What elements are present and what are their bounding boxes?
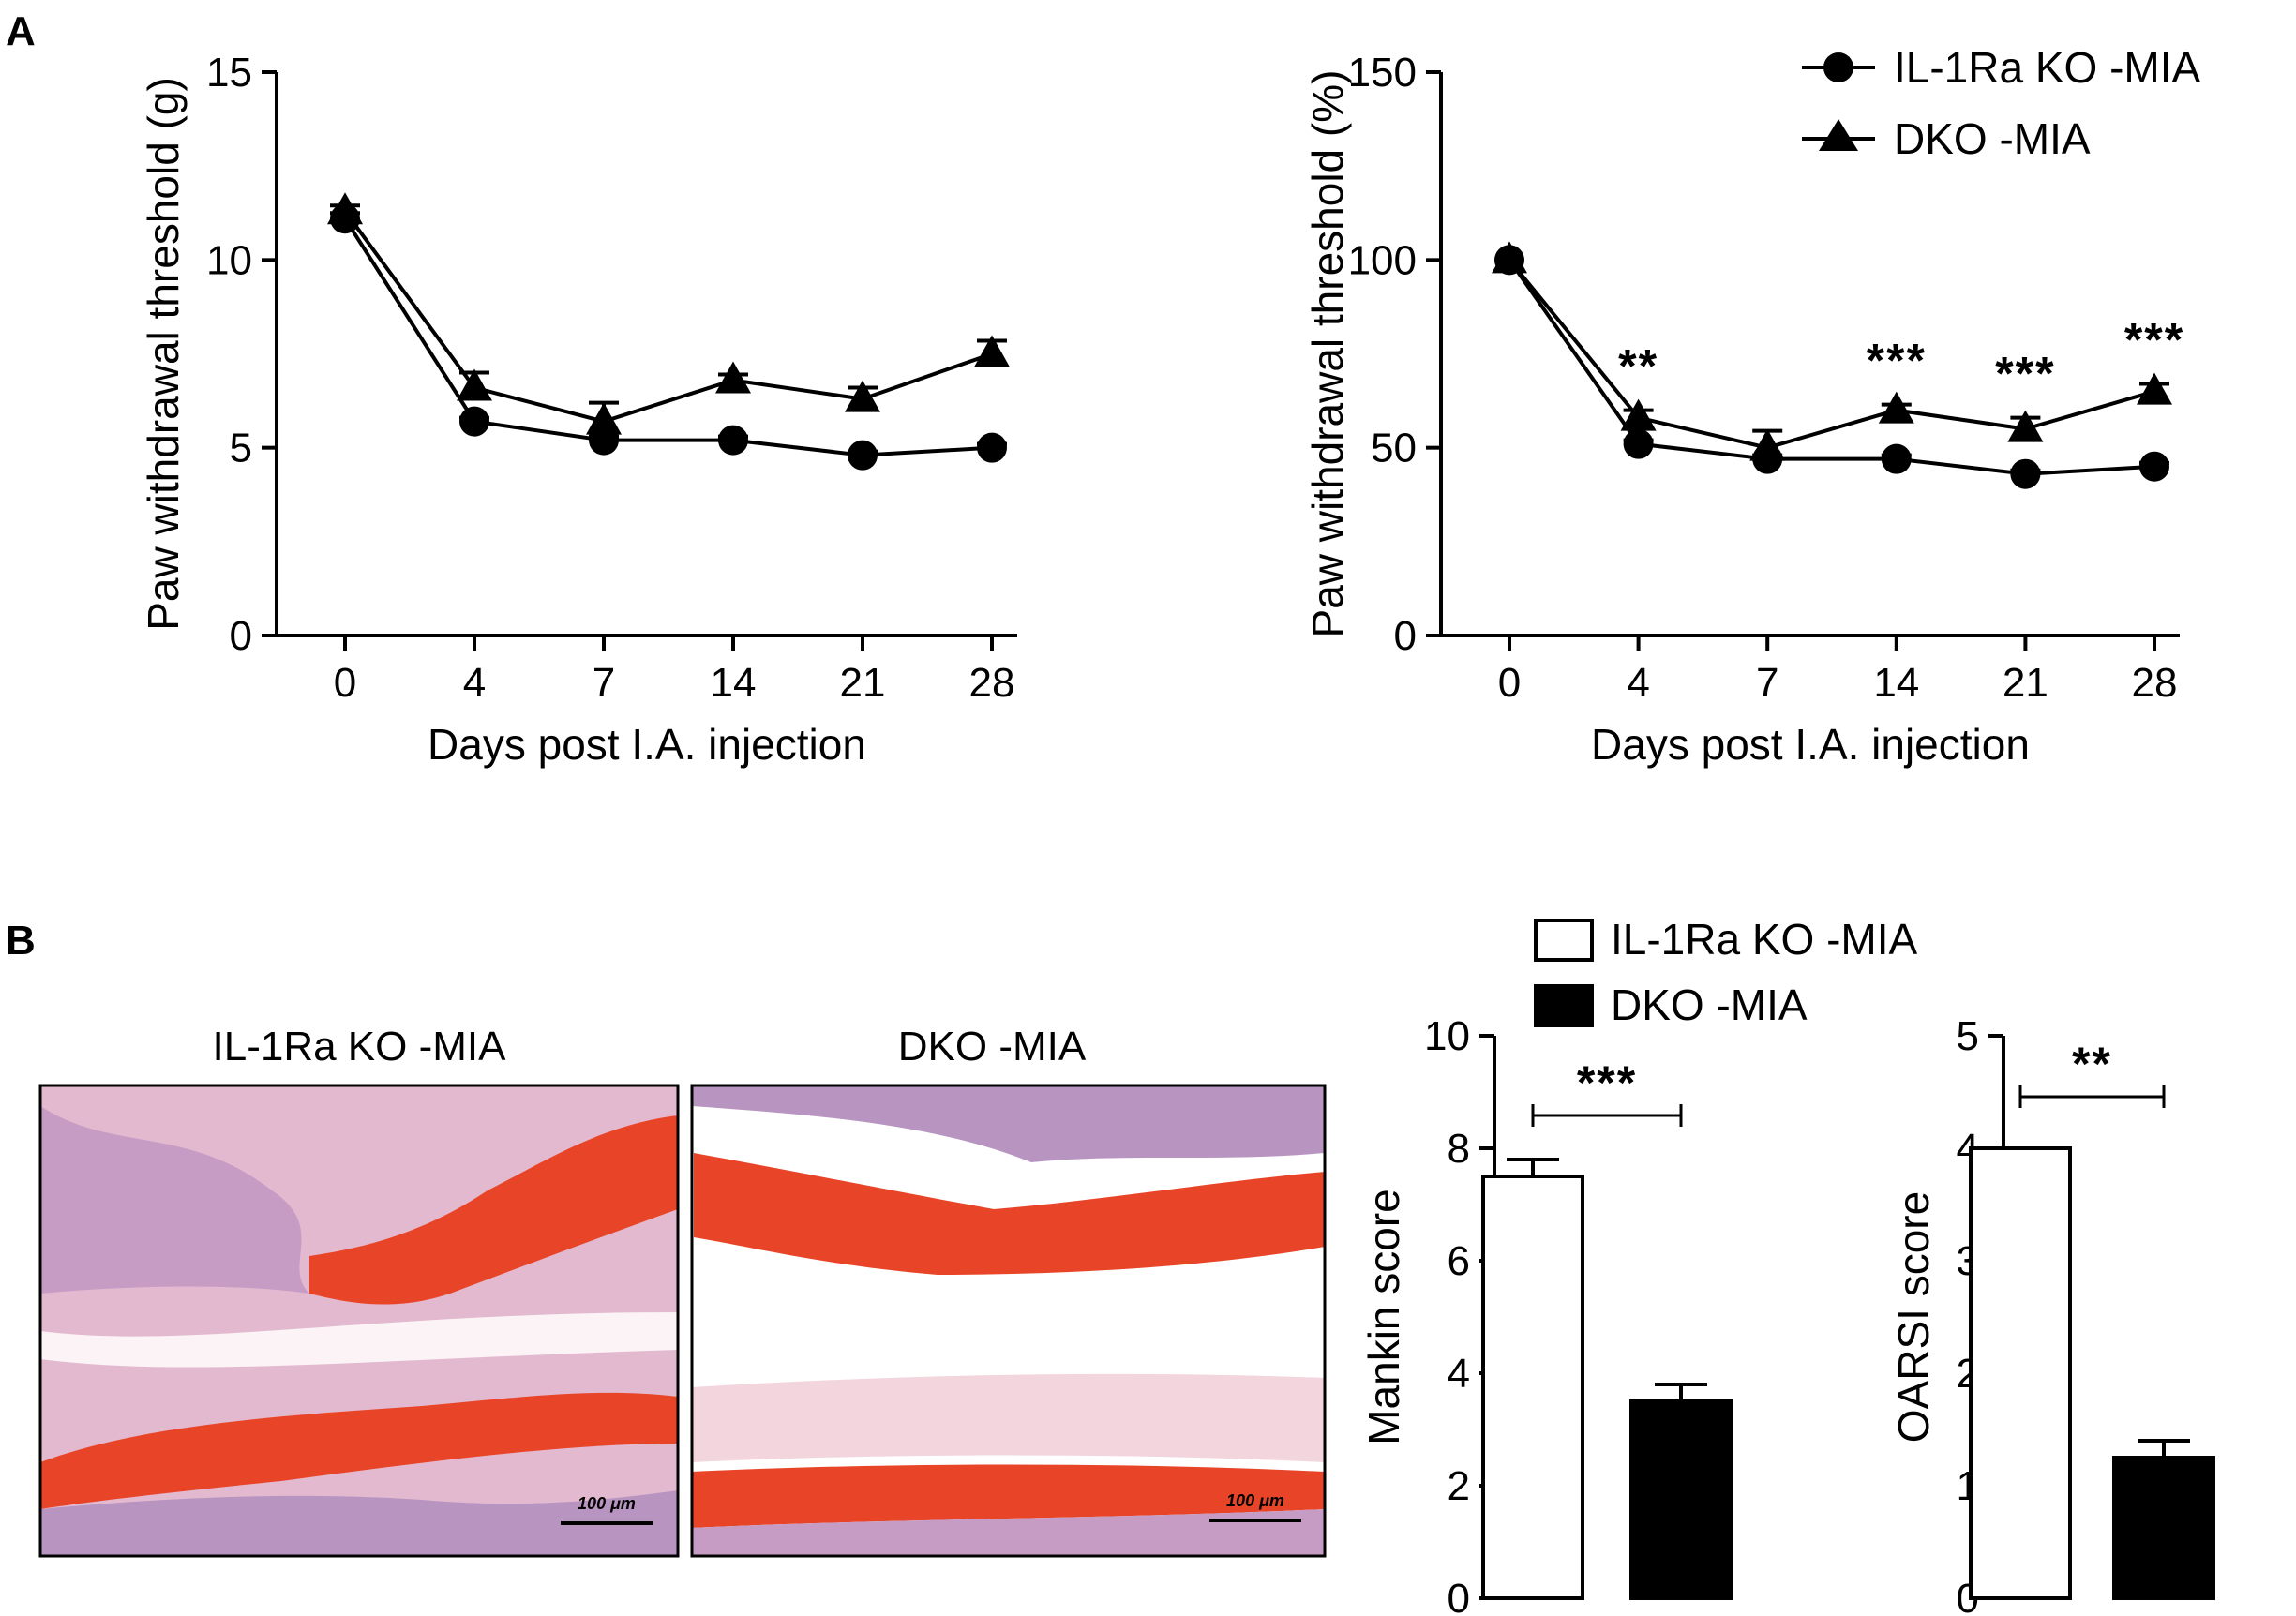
x-tick-label: 28: [2132, 660, 2178, 706]
x-tick-label: 7: [1756, 660, 1778, 706]
y-tick-label: 5: [1957, 1013, 1979, 1059]
y-axis-label: Paw withdrawal threshold (%): [1303, 70, 1352, 638]
image-frame-1: [38, 1084, 680, 1558]
x-tick-label: 14: [711, 660, 757, 706]
y-tick-label: 15: [206, 50, 252, 96]
y-tick-label: 10: [1424, 1013, 1470, 1059]
bar-dko: [1629, 1399, 1733, 1600]
significance-marker: ***: [1995, 348, 2055, 400]
legend-a-circle-marker: [1823, 52, 1853, 82]
significance-marker: ***: [1867, 335, 1927, 387]
legend-b-label-1: IL-1Ra KO -MIA: [1611, 915, 1918, 964]
scale-bar-label-1: 100 μm: [578, 1494, 636, 1513]
bar-il1ra-ko: [1481, 1175, 1584, 1600]
x-tick-label: 4: [463, 660, 486, 706]
data-point-circle: [718, 425, 748, 456]
legend-a-label-2: DKO -MIA: [1894, 114, 2091, 163]
significance-marker: **: [1618, 340, 1658, 393]
x-tick-label: 0: [334, 660, 356, 706]
y-tick-label: 10: [206, 237, 252, 283]
chart-mankin-score: 0 2 4 6 8 10 Mankin score ***: [1359, 1013, 1733, 1616]
chart-paw-threshold-grams: 0 5 10 15 0 4 7 14 21 28 Days post I.A. injection P…: [139, 50, 1017, 769]
histology-image-il1ra: 100 μm: [40, 1085, 678, 1556]
data-point-circle: [1881, 443, 1912, 474]
y-tick-label: 6: [1448, 1238, 1470, 1284]
data-point-circle: [1623, 428, 1654, 459]
bar-dko: [2112, 1456, 2215, 1600]
image-frame-2: [690, 1084, 1327, 1558]
data-point-triangle: [974, 335, 1010, 367]
bar-il1ra-ko: [1969, 1146, 2072, 1600]
y-axis-label: Paw withdrawal threshold (g): [139, 77, 188, 631]
data-point-triangle: [457, 368, 492, 401]
y-tick-label: 150: [1348, 50, 1417, 96]
x-tick-label: 21: [840, 660, 886, 706]
x-axis-label: Days post I.A. injection: [428, 720, 866, 769]
y-tick-label: 0: [1448, 1576, 1470, 1616]
y-tick-label: 50: [1371, 426, 1417, 471]
data-point-triangle: [327, 192, 363, 225]
data-point-triangle: [715, 361, 751, 394]
data-point-circle: [977, 432, 1007, 463]
significance-marker: ***: [2124, 314, 2184, 367]
legend-b-filled-swatch: [1534, 984, 1594, 1027]
series-line-circle: [343, 217, 993, 457]
x-tick-label: 21: [2003, 660, 2048, 706]
data-point-triangle: [586, 402, 622, 435]
y-tick-label: 2: [1448, 1463, 1470, 1509]
legend-a: IL-1Ra KO -MIA DKO -MIA: [1802, 43, 2201, 163]
x-tick-label: 4: [1627, 660, 1649, 706]
y-tick-label: 5: [230, 426, 252, 471]
series-line-triangle: [1508, 259, 2155, 450]
histology-image-dko: 100 μm: [692, 1085, 1325, 1556]
data-point-circle: [459, 406, 489, 437]
significance-marker: **: [2072, 1038, 2112, 1090]
data-point-triangle: [845, 380, 880, 412]
panel-label-a: A: [6, 8, 36, 54]
x-tick-label: 0: [1498, 660, 1521, 706]
y-tick-label: 0: [230, 613, 252, 659]
series-line-triangle: [343, 210, 993, 424]
y-tick-label: 4: [1448, 1351, 1470, 1397]
y-tick-label: 0: [1394, 613, 1417, 659]
data-point-circle: [2010, 458, 2041, 489]
significance-marker: ***: [1577, 1056, 1637, 1109]
image-title-dko: DKO -MIA: [898, 1024, 1087, 1070]
y-tick-label: 100: [1348, 237, 1417, 283]
data-point-triangle: [2137, 372, 2172, 405]
legend-b: IL-1Ra KO -MIA DKO -MIA: [1534, 915, 1918, 1029]
data-point-triangle: [1878, 391, 1914, 424]
x-tick-label: 14: [1873, 660, 1919, 706]
image-title-il1ra: IL-1Ra KO -MIA: [213, 1024, 507, 1070]
legend-b-label-2: DKO -MIA: [1611, 980, 1808, 1029]
y-axis-label: OARSI score: [1889, 1191, 1938, 1443]
legend-b-open-swatch: [1534, 919, 1594, 962]
data-point-circle: [2139, 451, 2169, 482]
x-tick-label: 7: [593, 660, 615, 706]
data-point-triangle: [1492, 241, 1527, 274]
legend-a-triangle-marker: [1819, 119, 1858, 151]
x-axis-label: Days post I.A. injection: [1591, 720, 2030, 769]
x-tick-label: 28: [969, 660, 1015, 706]
series-line-circle: [1508, 259, 2155, 476]
legend-a-label-1: IL-1Ra KO -MIA: [1894, 43, 2201, 92]
y-axis-label: Mankin score: [1359, 1189, 1408, 1445]
data-point-triangle: [1749, 428, 1786, 461]
panel-label-b: B: [6, 918, 36, 964]
data-point-triangle: [2007, 410, 2044, 442]
scale-bar-label-2: 100 μm: [1226, 1491, 1284, 1510]
chart-paw-threshold-percent: 0 50 100 150 0 4 7 14 21 28 Days post I.A. injecti…: [1303, 50, 2184, 769]
y-tick-label: 8: [1448, 1126, 1470, 1172]
data-point-circle: [848, 440, 878, 471]
data-point-triangle: [1620, 398, 1657, 431]
